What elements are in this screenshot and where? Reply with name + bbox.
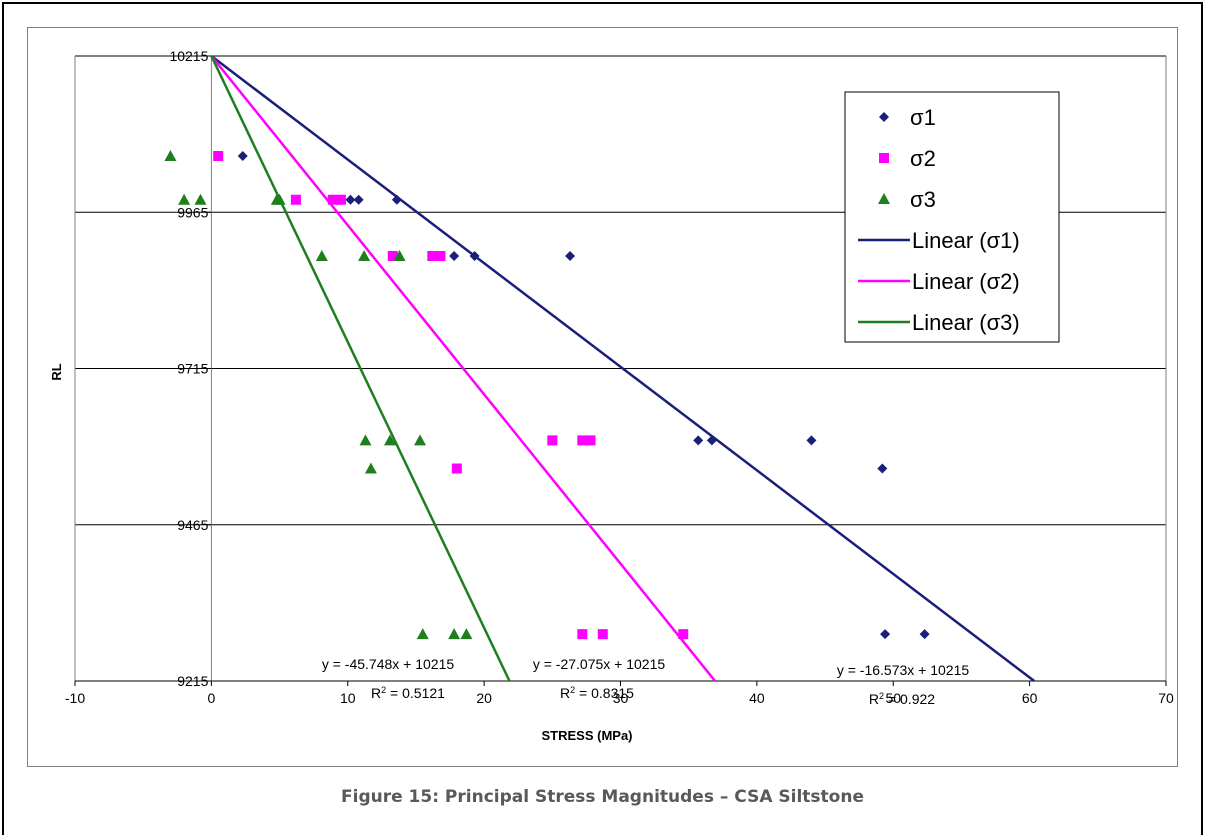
sigma1-point xyxy=(706,435,717,446)
legend-label: σ2 xyxy=(910,146,936,171)
x-tick-label: 20 xyxy=(476,690,492,706)
trendline xyxy=(210,55,717,682)
sigma3-point xyxy=(358,250,371,261)
trendline-r2: R2 = 0.8315 xyxy=(560,685,634,701)
sigma3-point xyxy=(273,193,286,205)
legend-label: σ3 xyxy=(910,187,936,212)
trendline-equation: y = -16.573x + 10215 xyxy=(837,662,970,678)
sigma3-point xyxy=(384,434,397,446)
legend-box xyxy=(844,91,1060,343)
x-tick-label: 30 xyxy=(613,690,629,706)
sigma1-point xyxy=(469,251,480,261)
legend-label: σ1 xyxy=(910,105,936,130)
sigma3-point xyxy=(194,193,207,205)
sigma1-point xyxy=(353,194,364,205)
sigma1-point xyxy=(449,251,460,261)
sigma2-point xyxy=(577,629,588,640)
sigma3-point xyxy=(315,250,328,261)
x-tick-label: -10 xyxy=(65,690,85,706)
y-tick-label: 9965 xyxy=(177,204,208,220)
sigma1-point xyxy=(879,112,889,122)
sigma2-point xyxy=(435,251,446,261)
legend-label: Linear (σ2) xyxy=(912,269,1020,294)
sigma3-point xyxy=(416,628,429,640)
sigma1-point xyxy=(877,463,888,474)
y-tick-label: 9715 xyxy=(177,361,208,377)
trendline-r2: R2 = 0.922 xyxy=(869,691,935,707)
x-tick-label: 10 xyxy=(340,690,356,706)
sigma3-point xyxy=(878,193,890,204)
x-tick-label: 60 xyxy=(1022,690,1038,706)
sigma2-point xyxy=(387,251,398,261)
sigma2-point xyxy=(577,435,588,446)
chart-area xyxy=(27,27,1178,767)
x-axis-title: STRESS (MPa) xyxy=(541,728,632,743)
y-tick-label: 9215 xyxy=(177,673,208,689)
y-tick-label: 9465 xyxy=(177,517,208,533)
sigma2-point xyxy=(427,251,438,261)
x-tick-label: 40 xyxy=(749,690,765,706)
sigma3-point xyxy=(414,434,427,446)
sigma2-point xyxy=(547,435,558,446)
x-tick-label: 0 xyxy=(207,690,215,706)
figure-caption: Figure 15: Principal Stress Magnitudes –… xyxy=(341,787,864,807)
sigma3-point xyxy=(448,628,461,640)
sigma2-point xyxy=(597,629,608,640)
sigma1-point xyxy=(693,435,704,446)
sigma3-point xyxy=(364,462,377,474)
sigma1-point xyxy=(391,194,402,205)
sigma3-point xyxy=(178,193,191,205)
sigma3-point xyxy=(393,250,406,261)
trendline xyxy=(210,55,511,682)
x-tick-label: 70 xyxy=(1158,690,1174,706)
y-tick-label: 10215 xyxy=(169,48,208,64)
sigma2-point xyxy=(451,463,462,474)
sigma2-point xyxy=(213,151,224,161)
legend-label: Linear (σ1) xyxy=(912,228,1020,253)
sigma2-point xyxy=(678,629,689,640)
sigma1-point xyxy=(806,435,817,446)
sigma1-point xyxy=(345,194,356,205)
trendline-r2: R2 = 0.5121 xyxy=(371,685,445,701)
sigma2-point xyxy=(290,194,301,205)
sigma2-point xyxy=(585,435,596,446)
sigma3-point xyxy=(164,150,177,161)
trendline-equation: y = -45.748x + 10215 xyxy=(322,656,455,672)
y-axis-title: RL xyxy=(49,363,64,380)
x-tick-label: 50 xyxy=(885,690,901,706)
sigma3-point xyxy=(359,434,372,446)
trendline xyxy=(210,55,1036,682)
sigma2-point xyxy=(327,194,338,205)
legend-label: Linear (σ3) xyxy=(912,310,1020,335)
sigma1-point xyxy=(565,251,576,261)
sigma2-point xyxy=(879,153,889,163)
trendline-equation: y = -27.075x + 10215 xyxy=(533,656,666,672)
sigma1-point xyxy=(880,629,891,640)
sigma1-point xyxy=(919,629,930,640)
sigma2-point xyxy=(335,194,346,205)
sigma1-point xyxy=(237,151,248,161)
sigma3-point xyxy=(460,628,473,640)
